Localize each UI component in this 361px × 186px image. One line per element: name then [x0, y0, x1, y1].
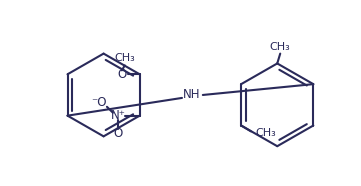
Text: NH: NH — [183, 89, 201, 102]
Text: N⁺: N⁺ — [110, 109, 125, 122]
Text: O: O — [113, 127, 122, 140]
Text: CH₃: CH₃ — [114, 52, 135, 62]
Text: CH₃: CH₃ — [255, 128, 276, 138]
Text: ⁻O: ⁻O — [91, 96, 107, 109]
Text: O: O — [117, 68, 126, 81]
Text: CH₃: CH₃ — [270, 42, 291, 52]
